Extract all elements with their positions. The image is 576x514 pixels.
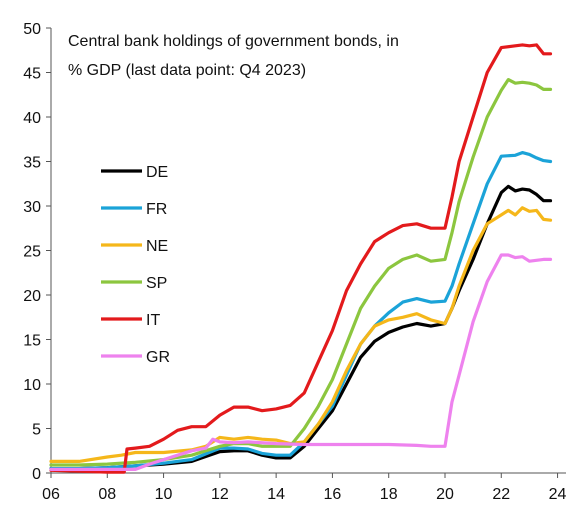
y-tick-label: 0 bbox=[32, 466, 41, 483]
x-tick-label: 10 bbox=[155, 486, 173, 503]
series-line-de bbox=[49, 184, 553, 471]
chart-title: Central bank holdings of government bond… bbox=[68, 33, 399, 79]
chart-title-line-1: Central bank holdings of government bond… bbox=[68, 33, 399, 50]
legend-label-gr: GR bbox=[146, 349, 170, 366]
y-tick-label: 10 bbox=[23, 377, 41, 394]
y-tick-label: 15 bbox=[23, 333, 41, 350]
y-tick-label: 45 bbox=[23, 66, 41, 83]
y-tick-label: 40 bbox=[23, 110, 41, 127]
y-tick-label: 50 bbox=[23, 21, 41, 38]
x-tick-label: 12 bbox=[211, 486, 229, 503]
y-tick-label: 35 bbox=[23, 155, 41, 172]
y-tick-label: 30 bbox=[23, 199, 41, 216]
x-tick-label: 24 bbox=[549, 486, 567, 503]
legend-label-ne: NE bbox=[146, 238, 168, 255]
axes: 0 5 10 15 20 25 30 35 40 45 50 06 08 10 12 14 16 18 20 22 24 bbox=[23, 21, 566, 503]
legend-label-it: IT bbox=[146, 312, 160, 329]
legend: DE FR NE SP IT GR bbox=[101, 164, 170, 366]
x-tick-label: 20 bbox=[436, 486, 454, 503]
x-tick-label: 06 bbox=[42, 486, 60, 503]
x-tick-label: 16 bbox=[324, 486, 342, 503]
y-tick-label: 25 bbox=[23, 244, 41, 261]
x-tick-label: 08 bbox=[98, 486, 116, 503]
x-tick-label: 22 bbox=[492, 486, 510, 503]
legend-label-sp: SP bbox=[146, 275, 167, 292]
series-line-gr bbox=[49, 253, 553, 471]
legend-label-de: DE bbox=[146, 164, 168, 181]
series-line-it bbox=[49, 43, 553, 474]
y-tick-label: 5 bbox=[32, 422, 41, 439]
series-line-sp bbox=[49, 78, 553, 467]
x-tick-label: 18 bbox=[380, 486, 398, 503]
y-tick-label: 20 bbox=[23, 288, 41, 305]
chart-title-line-2: % GDP (last data point: Q4 2023) bbox=[68, 62, 306, 79]
x-tick-label: 14 bbox=[267, 486, 285, 503]
series-lines bbox=[49, 43, 553, 474]
legend-label-fr: FR bbox=[146, 201, 167, 218]
